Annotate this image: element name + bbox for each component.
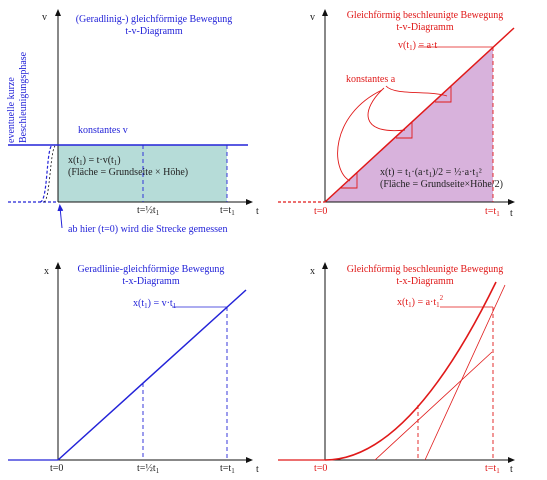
x-axis-label: x — [44, 266, 49, 277]
velocity-line — [324, 27, 515, 203]
area-formula-line2: (Fläche = Grundseite × Höhe) — [68, 167, 188, 178]
tick-zero: t=0 — [314, 463, 327, 474]
panel-tv-accel: Gleichförmig beschleunigte Bewegung t-v-… — [278, 9, 515, 219]
tick-t1: t=t1 — [485, 206, 500, 218]
v-axis-label: v — [42, 12, 47, 23]
t-axis-label: t — [256, 464, 259, 475]
side-label-line2: Beschleunigungsphase — [18, 51, 29, 143]
panel-title-line2: t-v-Diagramm — [125, 26, 182, 37]
area-formula: x(t1) = t·v(t1) — [68, 155, 121, 167]
panel-tx-accel: Gleichförmig beschleunigte Bewegung t-x-… — [278, 262, 515, 475]
panel-title-line1: Gleichförmig beschleunigte Bewegung — [347, 264, 504, 275]
v-axis-label: v — [310, 12, 315, 23]
slope-triangle — [435, 86, 452, 103]
tick-t1: t=t1 — [485, 463, 500, 475]
tick-t1: t=t1 — [220, 463, 235, 475]
panel-tv-uniform: (Geradlinig-) gleichförmige Bewegung t-v… — [6, 9, 259, 235]
x-axis-label: x — [310, 266, 315, 277]
tick-zero: t=0 — [314, 206, 327, 217]
area-formula-line2: (Fläche = Grundseite×Höhe/2) — [380, 179, 503, 190]
panel-tx-uniform: Geradlinie-gleichförmige Bewegung t-x-Di… — [8, 262, 259, 475]
slope-triangle — [396, 122, 413, 139]
measurement-note: ab hier (t=0) wird die Strecke gemessen — [68, 224, 227, 235]
area-formula: x(t) = t1·(a·t1)/2 = ½·a·t1² — [380, 167, 482, 179]
panel-title-line1: (Geradlinig-) gleichförmige Bewegung — [76, 14, 233, 25]
t-axis-label: t — [510, 208, 513, 219]
const-a-label: konstantes a — [346, 74, 396, 85]
const-v-label: konstantes v — [78, 125, 128, 136]
tangent-line — [374, 351, 493, 461]
t-axis-label: t — [256, 206, 259, 217]
position-line — [57, 289, 247, 461]
panel-title-line1: Geradlinie-gleichförmige Bewegung — [78, 264, 225, 275]
x-t1-label: x(t1) = a·t12 — [397, 294, 444, 309]
slope-triangle — [341, 172, 358, 189]
panel-title-line2: t-x-Diagramm — [122, 276, 179, 287]
tick-half-t1: t=½t1 — [137, 205, 160, 217]
panel-title-line2: t-v-Diagramm — [396, 22, 453, 33]
tick-zero: t=0 — [50, 463, 63, 474]
tangent-line — [424, 284, 506, 461]
x-t1-label: x(t1) = v·t1 — [133, 298, 177, 310]
v-t1-label: v(t1) = a·t — [398, 40, 437, 52]
area-fill — [58, 145, 227, 202]
t-axis-label: t — [510, 464, 513, 475]
side-label-line1: eventuelle kurze — [6, 77, 17, 143]
panel-title-line2: t-x-Diagramm — [396, 276, 453, 287]
panel-title-line1: Gleichförmig beschleunigte Bewegung — [347, 10, 504, 21]
accel-phase-curve — [39, 144, 53, 203]
tick-half-t1: t=½t1 — [137, 463, 160, 475]
note-arrow — [57, 204, 64, 229]
tick-t1: t=t1 — [220, 205, 235, 217]
position-parabola — [324, 281, 497, 461]
